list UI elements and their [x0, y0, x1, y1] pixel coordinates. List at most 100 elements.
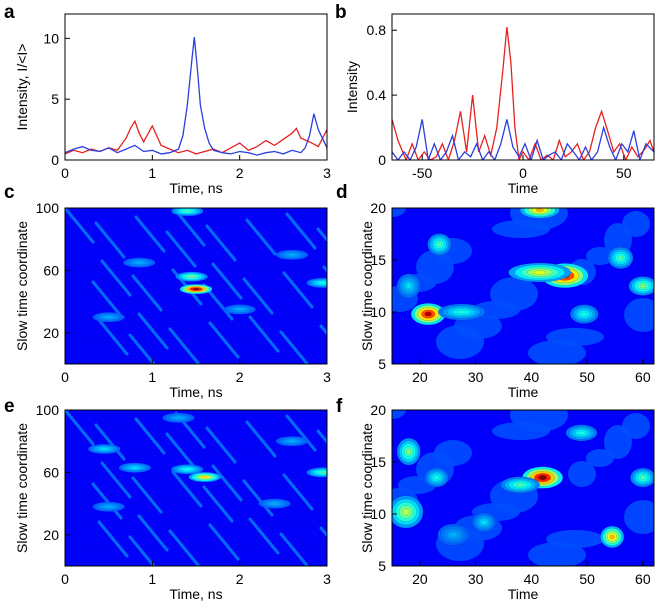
panel-letter-f: f — [336, 396, 343, 417]
heatmap-streak-e-10 — [171, 470, 203, 508]
x-tick-label-b-2: 50 — [616, 165, 632, 181]
panel-b: -50 0 50 0 0.4 0.8 Time Intensity b — [335, 2, 655, 196]
heatmap-streak-c-20 — [279, 330, 310, 364]
y-tick-label-e-2: 100 — [36, 402, 60, 418]
heatmap-streak-c-23 — [128, 333, 156, 364]
y-tick-label-e-1: 60 — [43, 464, 59, 480]
hotspot-e-8-level-4 — [288, 440, 296, 443]
x-tick-label-c-0: 0 — [61, 369, 69, 385]
x-axis-label-d: Time — [508, 384, 539, 400]
hotspot-f-2-level-4 — [609, 534, 615, 540]
plot-frame-c — [64, 207, 328, 365]
y-tick-label-a-2: 10 — [43, 30, 59, 46]
heatmap-streak-c-12 — [245, 218, 277, 256]
heatmap-streak-c-17 — [168, 327, 200, 364]
hotspot-c-1-level-4 — [188, 275, 195, 278]
contour-field-f-15 — [492, 422, 550, 440]
contour-field-d-0 — [392, 208, 406, 217]
hotspot-f-1-level-4 — [516, 483, 525, 487]
hotspot-d-7-level-4 — [639, 283, 646, 289]
x-axis-label-c: Time, ns — [169, 384, 222, 400]
contour-field-f-12 — [586, 449, 614, 467]
hotspot-d-6-level-4 — [617, 255, 624, 261]
x-tick-label-f-0: 20 — [412, 571, 428, 587]
x-tick-label-a-2: 2 — [236, 165, 244, 181]
series-line-b-0 — [392, 26, 654, 160]
y-tick-label-a-1: 5 — [51, 91, 59, 107]
x-tick-label-d-1: 30 — [468, 369, 484, 385]
hotspot-d-9-level-4 — [406, 283, 412, 289]
x-tick-label-d-0: 20 — [412, 369, 428, 385]
heatmap-streak-c-14 — [319, 324, 327, 336]
heatmap-streak-e-13 — [282, 473, 314, 511]
series-line-a-0 — [65, 119, 327, 155]
panel-letter-c: c — [4, 182, 15, 203]
heatmap-streak-e-24 — [165, 432, 197, 470]
panel-f: 20 30 40 50 60 5 10 15 20 Time Slow time coordinat… — [336, 396, 655, 602]
x-tick-label-a-1: 1 — [148, 165, 156, 181]
x-tick-label-b-1: 0 — [519, 165, 527, 181]
y-tick-label-f-1: 10 — [370, 506, 386, 522]
hotspot-e-5-level-4 — [271, 502, 278, 505]
panel-letter-b: b — [335, 2, 347, 23]
hotspot-d-5-level-4 — [436, 242, 442, 247]
y-tick-label-d-1: 10 — [370, 304, 386, 320]
x-tick-label-a-3: 3 — [323, 165, 331, 181]
hotspot-f-7-level-4 — [481, 520, 487, 525]
hotspot-d-4-level-4 — [535, 208, 544, 212]
panel-letter-e: e — [4, 396, 15, 417]
heatmap-streak-c-22 — [91, 280, 123, 318]
heatmap-streak-c-3 — [174, 209, 206, 247]
panel-e: 0 1 2 3 20 60 100 Time, ns Slow time coordinate e — [4, 396, 331, 602]
heatmap-streak-e-23 — [128, 535, 156, 566]
heatmap-streak-e-4 — [211, 464, 243, 502]
x-tick-label-c-3: 3 — [323, 369, 331, 385]
y-tick-label-b-2: 0.8 — [367, 22, 387, 38]
contour-field-f-7 — [528, 542, 586, 566]
plot-frame-b — [391, 13, 655, 161]
heatmap-streak-c-5 — [248, 315, 280, 353]
hotspot-f-8-level-4 — [578, 431, 585, 435]
heatmap-streak-c-8 — [97, 318, 129, 356]
heatmap-streak-e-19 — [242, 479, 274, 517]
heatmap-streak-e-21 — [316, 429, 327, 445]
heatmap-streak-e-16 — [131, 476, 163, 514]
heatmap-streak-e-1 — [100, 461, 132, 499]
heatmap-streak-c-0 — [65, 208, 95, 244]
plot-frame-f — [391, 409, 655, 567]
hotspot-e-3-level-4 — [131, 466, 139, 469]
y-tick-label-d-3: 20 — [370, 200, 386, 216]
plot-frame-a — [64, 13, 328, 161]
hotspot-c-6-level-4 — [105, 316, 112, 319]
hotspot-d-0-level-4 — [424, 311, 432, 317]
y-tick-label-c-1: 60 — [43, 262, 59, 278]
y-tick-label-d-2: 15 — [370, 252, 386, 268]
heatmap-streak-e-0 — [65, 410, 95, 446]
hotspot-e-0-level-4 — [201, 476, 208, 479]
hotspot-c-2-level-4 — [184, 210, 191, 213]
panel-letter-d: d — [336, 182, 348, 203]
hotspot-e-2-level-4 — [101, 448, 108, 450]
heatmap-streak-c-18 — [205, 224, 237, 262]
heatmap-streak-e-5 — [248, 517, 280, 555]
contour-field-f-0 — [392, 410, 406, 419]
x-axis-label-b: Time — [508, 180, 539, 196]
heatmap-streak-c-13 — [282, 271, 314, 309]
hotspot-e-7-level-4 — [105, 505, 112, 508]
hotspot-c-0-level-4 — [192, 288, 200, 291]
y-axis-label-c: Slow time coordinate — [14, 221, 30, 351]
panel-d: 20 30 40 50 60 5 10 15 20 Time Slow time coordinat… — [336, 182, 655, 400]
contour-field-f-16 — [568, 461, 596, 487]
x-axis-label-a: Time, ns — [169, 180, 222, 196]
heatmap-streak-c-15 — [94, 221, 126, 259]
contour-field-d-12 — [586, 247, 614, 265]
y-axis-label-a: Intensity, I/<I> — [14, 44, 30, 131]
heatmap-streak-c-2 — [137, 312, 169, 350]
x-tick-label-c-2: 2 — [236, 369, 244, 385]
hotspot-c-5-level-4 — [236, 308, 243, 311]
x-tick-label-a-0: 0 — [61, 165, 69, 181]
heatmap-streak-e-7 — [322, 467, 327, 476]
hotspot-f-3-level-4 — [402, 508, 410, 516]
y-axis-label-e: Slow time coordinate — [14, 423, 30, 553]
heatmap-streak-c-11 — [208, 321, 240, 359]
